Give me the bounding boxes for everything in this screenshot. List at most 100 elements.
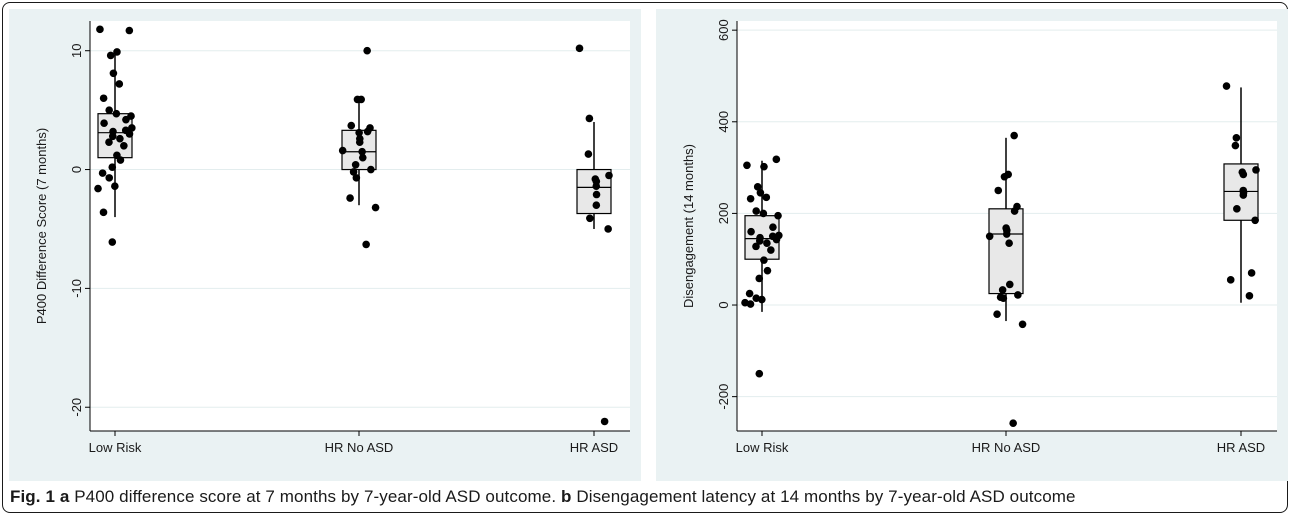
chart-a-x-tick-label-hr-no-asd: HR No ASD [325, 440, 394, 455]
chart-b-point-low-risk [767, 246, 775, 254]
chart-b-point-hr-asd [1222, 82, 1231, 90]
chart-b-point-hr-asd [1247, 269, 1256, 277]
chart-a-point-hr-no-asd [363, 46, 371, 55]
chart-a-point-low-risk [100, 119, 108, 128]
chart-b-point-hr-asd [1233, 205, 1241, 213]
chart-b-point-hr-no-asd [985, 232, 994, 241]
chart-a-point-low-risk [115, 80, 124, 88]
chart-a-point-hr-asd [592, 201, 601, 210]
chart-b-point-low-risk [763, 266, 772, 275]
chart-a-point-low-risk [111, 182, 119, 190]
chart-a-point-hr-no-asd [347, 121, 356, 130]
chart-b-point-hr-no-asd [1000, 172, 1009, 181]
chart-a-y-tick-label: -20 [69, 398, 84, 417]
chart-a-point-low-risk [116, 156, 125, 164]
chart-a-x-tick-label-low-risk: Low Risk [89, 440, 142, 455]
caption-panel-b-letter: b [561, 487, 572, 506]
chart-b-y-axis-title: Disengagement (14 months) [681, 144, 696, 308]
chart-b-point-low-risk [760, 162, 768, 171]
chart-a-point-hr-asd [600, 417, 609, 426]
chart-a-point-low-risk [108, 163, 117, 171]
chart-a-point-low-risk [105, 138, 113, 147]
chart-a-point-low-risk [116, 134, 124, 143]
chart-b-point-hr-no-asd [1009, 419, 1017, 428]
chart-b-point-hr-asd [1226, 276, 1235, 284]
chart-a-point-low-risk [105, 174, 114, 182]
chart-a-plot-area [90, 21, 630, 431]
chart-b-y-tick-label: 400 [716, 111, 731, 133]
chart-b-point-low-risk [755, 369, 764, 378]
chart-a-point-hr-asd [575, 44, 584, 53]
chart-a-point-hr-no-asd [351, 160, 360, 169]
caption-panel-b-text: Disengagement latency at 14 months by 7-… [576, 487, 1076, 506]
chart-b-point-low-risk [762, 193, 771, 202]
chart-panel-b: 600 400 200 0 -200 Disengagement (14 months) L… [656, 9, 1288, 481]
chart-b-point-low-risk [743, 161, 751, 170]
chart-a-point-hr-no-asd [355, 138, 364, 147]
chart-b-point-low-risk [758, 295, 766, 304]
chart-b-point-low-risk [752, 207, 760, 215]
chart-b-point-low-risk [769, 223, 777, 231]
chart-b-point-hr-asd [1239, 170, 1248, 179]
chart-b-point-hr-no-asd [1005, 239, 1013, 247]
chart-a-point-hr-asd [584, 150, 593, 158]
chart-a-point-hr-no-asd [355, 128, 363, 137]
chart-b-point-hr-no-asd [994, 186, 1003, 195]
chart-a-point-hr-asd [604, 225, 612, 233]
chart-a-point-low-risk [106, 51, 115, 60]
chart-a-y-tick-label: -10 [69, 279, 84, 298]
chart-a-point-low-risk [112, 109, 121, 118]
chart-b-point-low-risk [752, 242, 760, 251]
chart-a-point-hr-asd [592, 182, 601, 190]
chart-panel-a: 10 0 -10 -20 P400 Difference Score (7 months… [9, 9, 641, 481]
chart-b-point-low-risk [746, 194, 755, 203]
chart-b-y-tick-label: -200 [716, 384, 731, 410]
figure-caption: Fig. 1 a P400 difference score at 7 mont… [10, 487, 1076, 507]
chart-b-point-low-risk [756, 188, 765, 197]
chart-a-y-tick-label: 0 [69, 166, 84, 173]
chart-a-point-low-risk [125, 130, 134, 138]
chart-a-point-hr-asd [592, 190, 601, 199]
chart-a-point-low-risk [94, 184, 102, 193]
chart-b-point-hr-no-asd [1010, 131, 1018, 140]
chart-a-point-low-risk [99, 208, 108, 217]
chart-a-point-low-risk [105, 106, 113, 114]
chart-b-point-hr-asd [1232, 134, 1241, 142]
chart-b-x-tick-label-low-risk: Low Risk [736, 440, 789, 455]
chart-a-point-hr-no-asd [346, 194, 354, 202]
chart-a-point-hr-asd [586, 214, 594, 223]
chart-b-point-low-risk [759, 209, 768, 218]
chart-a-svg: 10 0 -10 -20 P400 Difference Score (7 months… [34, 21, 630, 455]
chart-b-point-low-risk [746, 300, 755, 308]
chart-b-box-iqr [988, 208, 1024, 295]
chart-b-y-tick-label: 600 [716, 19, 731, 41]
chart-a-y-tick-label: 10 [69, 43, 84, 57]
chart-b-point-low-risk [755, 274, 764, 283]
chart-b-point-hr-asd [1231, 141, 1240, 150]
chart-a-point-low-risk [108, 132, 117, 141]
chart-a-point-hr-asd [605, 171, 613, 180]
chart-a-point-hr-no-asd [363, 127, 372, 136]
chart-b-y-tick-label: 0 [716, 301, 731, 308]
chart-a-point-hr-no-asd [338, 146, 347, 155]
chart-b-x-tick-label-hr-asd: HR ASD [1217, 440, 1265, 455]
chart-a-point-low-risk [108, 238, 117, 246]
chart-a-point-low-risk [125, 26, 134, 35]
chart-b-point-hr-asd [1239, 191, 1248, 199]
chart-a-point-low-risk [109, 69, 118, 78]
chart-a-point-low-risk [96, 25, 104, 34]
chart-a-y-axis-title: P400 Difference Score (7 months) [34, 128, 49, 324]
chart-a-point-hr-no-asd [362, 240, 370, 249]
caption-panel-a-letter: a [59, 487, 70, 506]
chart-b-point-hr-asd [1251, 216, 1259, 225]
chart-a-point-hr-no-asd [349, 168, 358, 176]
chart-b-point-hr-no-asd [1018, 320, 1027, 329]
chart-b-point-hr-no-asd [1005, 280, 1014, 289]
chart-b-point-hr-asd [1252, 166, 1260, 174]
chart-b-point-low-risk [745, 289, 754, 298]
chart-b-point-low-risk [772, 235, 781, 244]
chart-b-box-hr-no-asd [988, 137, 1024, 322]
chart-b-point-low-risk [755, 237, 764, 245]
chart-b-point-hr-no-asd [999, 294, 1008, 302]
chart-b-point-low-risk [772, 155, 781, 164]
